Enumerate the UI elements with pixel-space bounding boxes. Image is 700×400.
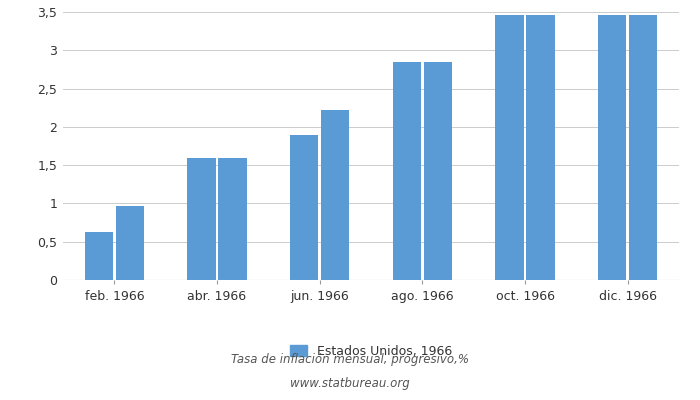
- Bar: [424, 62, 452, 280]
- Bar: [393, 62, 421, 280]
- Text: Tasa de inflación mensual, progresivo,%: Tasa de inflación mensual, progresivo,%: [231, 354, 469, 366]
- Bar: [188, 158, 216, 280]
- Bar: [116, 206, 144, 280]
- Bar: [290, 134, 319, 280]
- Bar: [496, 15, 524, 280]
- Text: www.statbureau.org: www.statbureau.org: [290, 378, 410, 390]
- Bar: [598, 15, 626, 280]
- Legend: Estados Unidos, 1966: Estados Unidos, 1966: [285, 340, 457, 363]
- Bar: [218, 158, 246, 280]
- Bar: [526, 15, 554, 280]
- Bar: [321, 110, 349, 280]
- Bar: [629, 15, 657, 280]
- Bar: [85, 232, 113, 280]
